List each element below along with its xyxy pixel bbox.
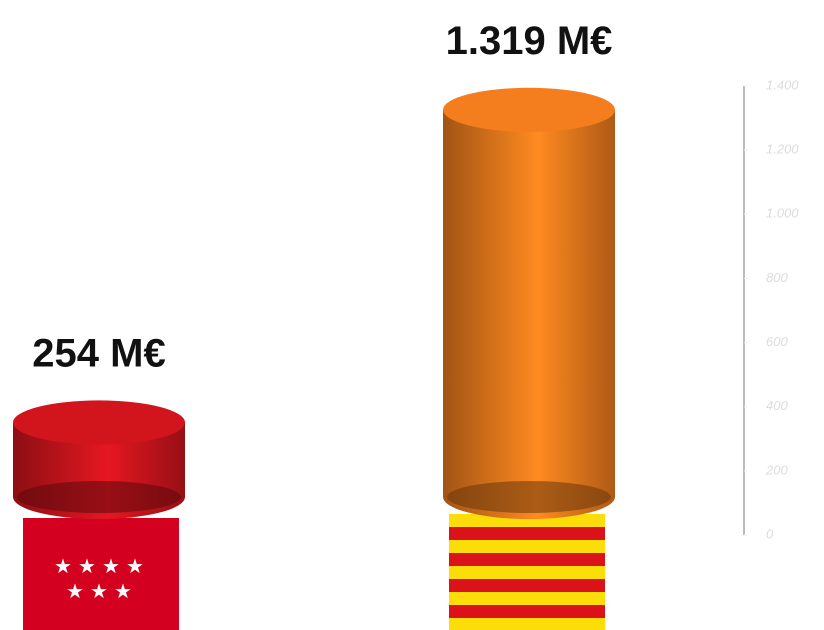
svg-text:★: ★ (126, 554, 144, 578)
cylinder-top (13, 400, 185, 445)
svg-text:★: ★ (78, 554, 96, 578)
cylinder (443, 87, 615, 519)
flag-catalonia (449, 514, 605, 630)
cylinder-inner (17, 481, 181, 513)
y-tick-label: 1.000 (766, 206, 799, 221)
y-tick-label: 800 (766, 270, 788, 285)
cylinder-inner (447, 481, 611, 513)
y-tick-label: 1.400 (766, 77, 799, 92)
cylinder-top (443, 87, 615, 132)
cylinder-body (443, 109, 615, 519)
cylinder (13, 400, 185, 519)
y-tick-label: 1.200 (766, 142, 799, 157)
svg-text:★: ★ (90, 579, 108, 603)
svg-text:★: ★ (114, 579, 132, 603)
value-label: 1.319 M€ (446, 19, 613, 63)
value-label: 254 M€ (32, 331, 165, 375)
y-tick-label: 0 (766, 526, 774, 541)
flag-madrid: ★ ★ ★ ★ ★ ★ ★ (23, 518, 179, 630)
svg-text:★: ★ (66, 579, 84, 603)
y-tick-label: 400 (766, 398, 788, 413)
svg-text:★: ★ (102, 554, 120, 578)
y-tick-label: 600 (766, 334, 788, 349)
svg-text:★: ★ (54, 554, 72, 578)
y-tick-label: 200 (765, 462, 788, 477)
